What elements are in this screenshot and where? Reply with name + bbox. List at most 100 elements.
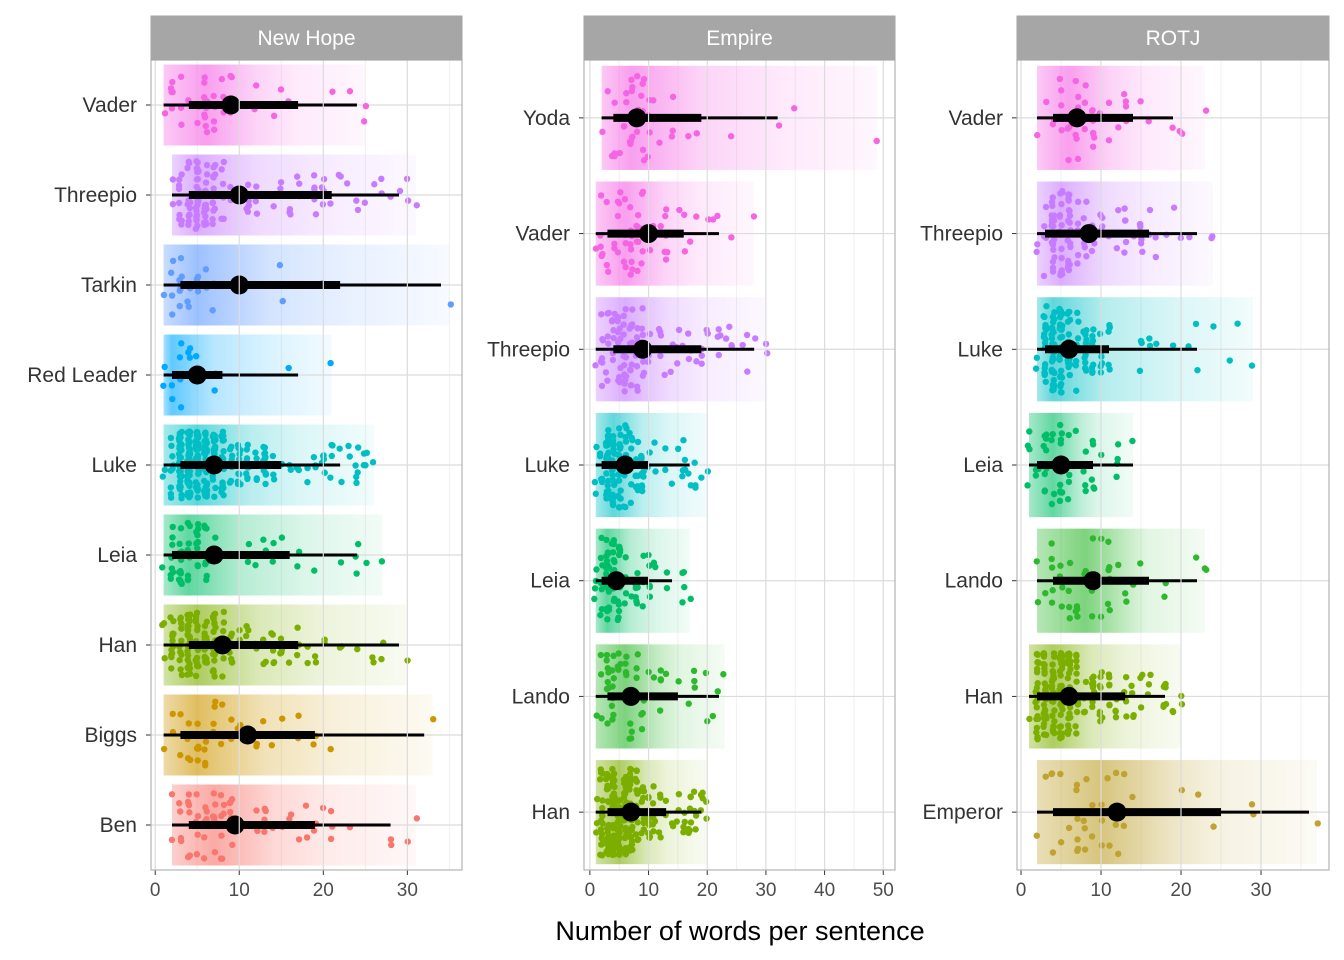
dot	[218, 832, 225, 839]
dot	[675, 790, 683, 798]
dot	[209, 199, 216, 207]
character-emperor: Emperor	[922, 760, 1329, 865]
dot	[1067, 243, 1074, 251]
dot	[253, 476, 260, 484]
dot	[603, 536, 610, 544]
dot	[195, 470, 202, 477]
dot	[1145, 681, 1153, 688]
dot	[638, 456, 645, 463]
dot	[186, 451, 194, 459]
dot	[633, 767, 640, 774]
dot	[1041, 670, 1048, 677]
dot	[1073, 670, 1080, 677]
dot	[649, 800, 657, 807]
dot	[1064, 496, 1072, 503]
dot	[227, 183, 234, 191]
dot	[186, 211, 193, 218]
dot	[608, 318, 616, 325]
dot	[253, 740, 261, 748]
dot	[633, 238, 641, 245]
dot	[1073, 781, 1081, 789]
character-ben: Ben	[100, 784, 462, 866]
x-tick-label: 40	[814, 880, 835, 901]
dot	[211, 387, 218, 394]
dot	[628, 258, 635, 266]
dot	[262, 480, 269, 488]
dot	[1034, 241, 1041, 248]
dot	[195, 431, 202, 439]
dot	[1082, 678, 1090, 686]
dot	[186, 199, 193, 206]
dot	[592, 490, 600, 497]
dot	[634, 438, 642, 446]
dot	[1066, 207, 1073, 215]
dot	[177, 404, 185, 411]
dot	[209, 220, 216, 228]
x-tick-label: 50	[873, 880, 894, 901]
dot	[1123, 598, 1130, 605]
dot	[185, 720, 193, 727]
dot	[253, 807, 260, 814]
dot	[610, 839, 617, 846]
dot	[639, 709, 646, 717]
dot	[646, 449, 653, 456]
median-point	[615, 455, 635, 475]
dot	[194, 831, 201, 838]
dot	[1105, 361, 1112, 369]
dot	[1042, 589, 1049, 597]
dot	[1057, 711, 1064, 719]
dot	[752, 335, 759, 342]
dot	[675, 678, 682, 685]
dot	[1065, 262, 1072, 269]
dot	[1203, 566, 1210, 573]
dot	[604, 377, 611, 384]
dot	[704, 468, 712, 475]
x-tick-label: 20	[313, 880, 334, 901]
dot	[1226, 357, 1233, 364]
dot	[1146, 206, 1154, 214]
dot	[194, 288, 202, 295]
dot	[178, 171, 185, 178]
dot	[617, 364, 624, 372]
median-point	[1107, 802, 1127, 822]
dot	[620, 123, 628, 130]
dot	[220, 158, 228, 166]
dot	[1065, 156, 1072, 164]
dot	[218, 812, 225, 820]
dot	[1064, 318, 1072, 325]
dot	[597, 611, 604, 619]
dot	[1064, 217, 1072, 225]
dot	[1033, 704, 1040, 711]
dot	[1088, 613, 1096, 620]
dot	[614, 198, 622, 205]
x-tick-label: 30	[755, 880, 776, 901]
x-axis-title: Number of words per sentence	[555, 916, 924, 946]
dot	[1066, 615, 1073, 622]
dot	[1170, 204, 1178, 211]
dot	[685, 355, 693, 363]
panel-0: Vader Threepio Tarkin Red Leader Luke Leia Han…	[27, 15, 463, 901]
dot	[328, 452, 335, 460]
dot	[603, 198, 610, 206]
panel-1: Yoda Vader Threepio Luke Leia Lando Han 0 10 20 30…	[487, 15, 896, 901]
median-point	[1059, 686, 1079, 706]
dot	[1123, 713, 1130, 720]
y-label: Red Leader	[27, 364, 137, 387]
dot	[201, 205, 208, 212]
dot	[1058, 373, 1065, 381]
dot	[245, 202, 253, 209]
dot	[617, 487, 624, 494]
dot	[1161, 593, 1168, 600]
dot	[717, 332, 724, 339]
dot	[353, 197, 360, 204]
dot	[209, 216, 216, 223]
dot	[220, 432, 227, 440]
dot	[616, 149, 623, 157]
dot	[1089, 681, 1097, 689]
dot	[203, 572, 210, 580]
dot	[1104, 600, 1112, 608]
dot	[1057, 770, 1064, 778]
dot	[669, 127, 676, 134]
dot	[244, 181, 252, 188]
dot	[640, 369, 648, 377]
